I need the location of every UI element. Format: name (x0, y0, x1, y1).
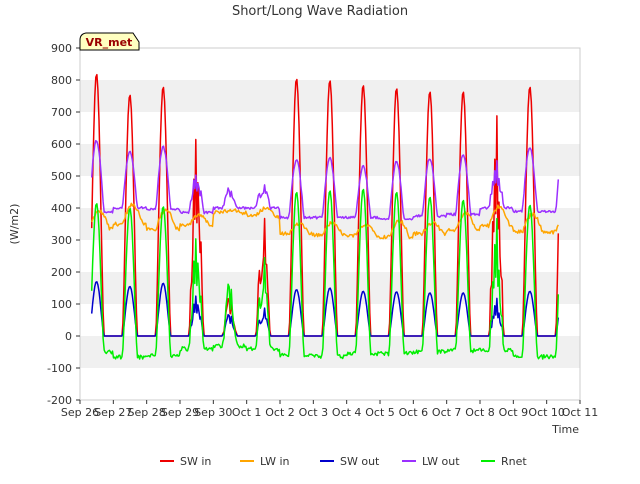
grid-band (80, 144, 580, 176)
y-tick-label: 200 (51, 266, 72, 279)
series-layer (90, 73, 560, 360)
chart-title: Short/Long Wave Radiation (232, 4, 408, 19)
x-tick-label: Oct 4 (332, 406, 362, 419)
x-tick-label: Oct 10 (528, 406, 565, 419)
y-tick-label: 300 (51, 234, 72, 247)
x-tick-label: Oct 5 (365, 406, 395, 419)
plot-area-border (79, 47, 581, 401)
y-tick-label: 800 (51, 74, 72, 87)
x-axis-label: Time (551, 423, 579, 436)
x-tick-label: Oct 3 (299, 406, 329, 419)
legend-label: LW out (422, 455, 460, 468)
x-tick-label: Oct 1 (232, 406, 262, 419)
x-tick-label: Oct 11 (562, 406, 599, 419)
y-tick-label: 400 (51, 202, 72, 215)
annotation-label: VR_met (86, 36, 133, 49)
legend-item-sw-out: SW out (320, 455, 380, 468)
y-tick-label: 600 (51, 138, 72, 151)
y-tick-label: -100 (47, 362, 72, 375)
y-tick-label: 500 (51, 170, 72, 183)
annotation-badge: VR_met (79, 32, 140, 51)
x-tick-label: Sep 27 (94, 406, 132, 419)
y-tick-label: 100 (51, 298, 72, 311)
legend-item-lw-in: LW in (240, 455, 290, 468)
legend-label: SW in (180, 455, 211, 468)
x-tick-label: Oct 8 (465, 406, 495, 419)
y-tick-label: 700 (51, 106, 72, 119)
x-tick-label: Sep 29 (161, 406, 199, 419)
legend-item-lw-out: LW out (402, 455, 460, 468)
legend-label: LW in (260, 455, 290, 468)
annotation-box (79, 32, 140, 51)
legend-item-sw-in: SW in (160, 455, 211, 468)
series-line-lw-out (90, 139, 560, 221)
series-line-rnet (90, 188, 560, 360)
x-tick-label: Oct 7 (432, 406, 462, 419)
x-tick-label: Oct 9 (499, 406, 529, 419)
legend-item-rnet: Rnet (481, 455, 527, 468)
y-tick-label: 900 (51, 42, 72, 55)
y-tick-label: -200 (47, 394, 72, 407)
x-tick-label: Sep 28 (128, 406, 166, 419)
series-line-lw-in (91, 202, 559, 240)
x-tick-label: Oct 6 (399, 406, 429, 419)
grid-band (80, 336, 580, 368)
x-tick-label: Sep 30 (194, 406, 232, 419)
x-tick-label: Sep 26 (61, 406, 99, 419)
y-axis: -200 -100 0 100 200 300 400 500 600 700 800 900 (47, 42, 80, 407)
legend-label: SW out (340, 455, 380, 468)
y-tick-label: 0 (65, 330, 72, 343)
y-axis-label: (W/m2) (8, 204, 21, 245)
legend: SW in LW in SW out LW out Rnet (160, 455, 527, 468)
x-tick-label: Oct 2 (265, 406, 295, 419)
legend-label: Rnet (501, 455, 527, 468)
